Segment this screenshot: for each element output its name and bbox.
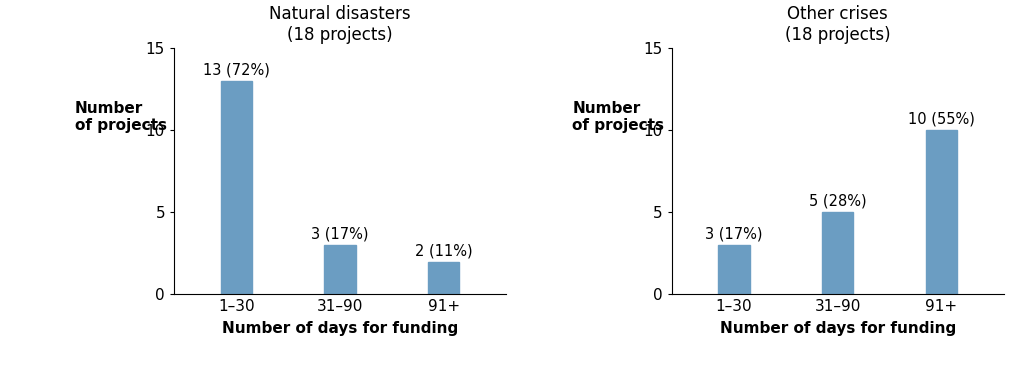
Bar [325,245,355,294]
X-axis label: Number of days for funding: Number of days for funding [720,321,955,336]
Bar [926,130,956,294]
X-axis label: Number of days for funding: Number of days for funding [222,321,458,336]
Bar [719,245,750,294]
Text: Number
of projects: Number of projects [75,101,167,133]
Text: 5 (28%): 5 (28%) [809,194,866,209]
Text: 2 (11%): 2 (11%) [415,243,472,258]
Text: Number
of projects: Number of projects [572,101,665,133]
Bar [428,262,459,294]
Title: Natural disasters
(18 projects): Natural disasters (18 projects) [269,5,411,43]
Title: Other crises
(18 projects): Other crises (18 projects) [784,5,891,43]
Bar [221,81,252,294]
Text: 3 (17%): 3 (17%) [706,227,763,242]
Text: 13 (72%): 13 (72%) [203,63,269,77]
Text: 10 (55%): 10 (55%) [908,112,975,127]
Text: 3 (17%): 3 (17%) [311,227,369,242]
Bar [822,212,853,294]
